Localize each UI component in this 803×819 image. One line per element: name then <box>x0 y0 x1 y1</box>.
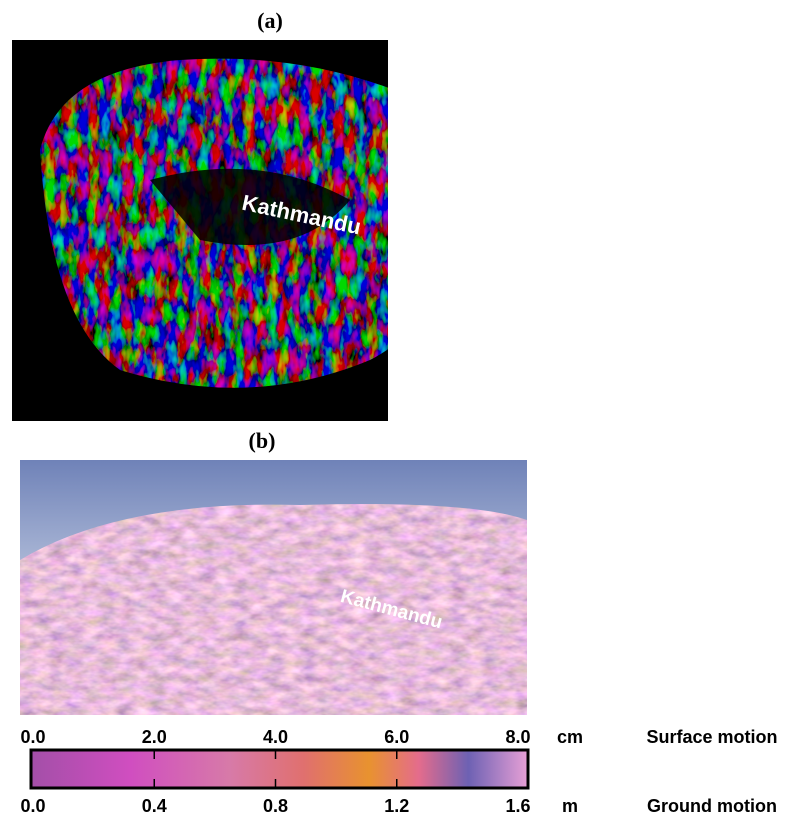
unit: m <box>562 796 578 816</box>
colorbar-title: Ground motion <box>647 796 777 816</box>
tick-label: 8.0 <box>505 727 530 747</box>
colorbar-title: Surface motion <box>646 727 777 747</box>
tick-label: 0.4 <box>142 796 167 816</box>
colorbar <box>31 750 528 788</box>
tick-label: 0.0 <box>20 727 45 747</box>
tick-label: 6.0 <box>384 727 409 747</box>
panel-label: (b) <box>249 428 276 453</box>
panel-label: (a) <box>257 8 283 33</box>
tick-label: 1.6 <box>505 796 530 816</box>
tick-label: 0.0 <box>20 796 45 816</box>
tick-label: 4.0 <box>263 727 288 747</box>
tick-label: 2.0 <box>142 727 167 747</box>
tick-label: 1.2 <box>384 796 409 816</box>
figure: (a) Kathmandu (b) Kathmandu 0.02.04.06.0… <box>0 0 803 819</box>
unit: cm <box>557 727 583 747</box>
tick-label: 0.8 <box>263 796 288 816</box>
